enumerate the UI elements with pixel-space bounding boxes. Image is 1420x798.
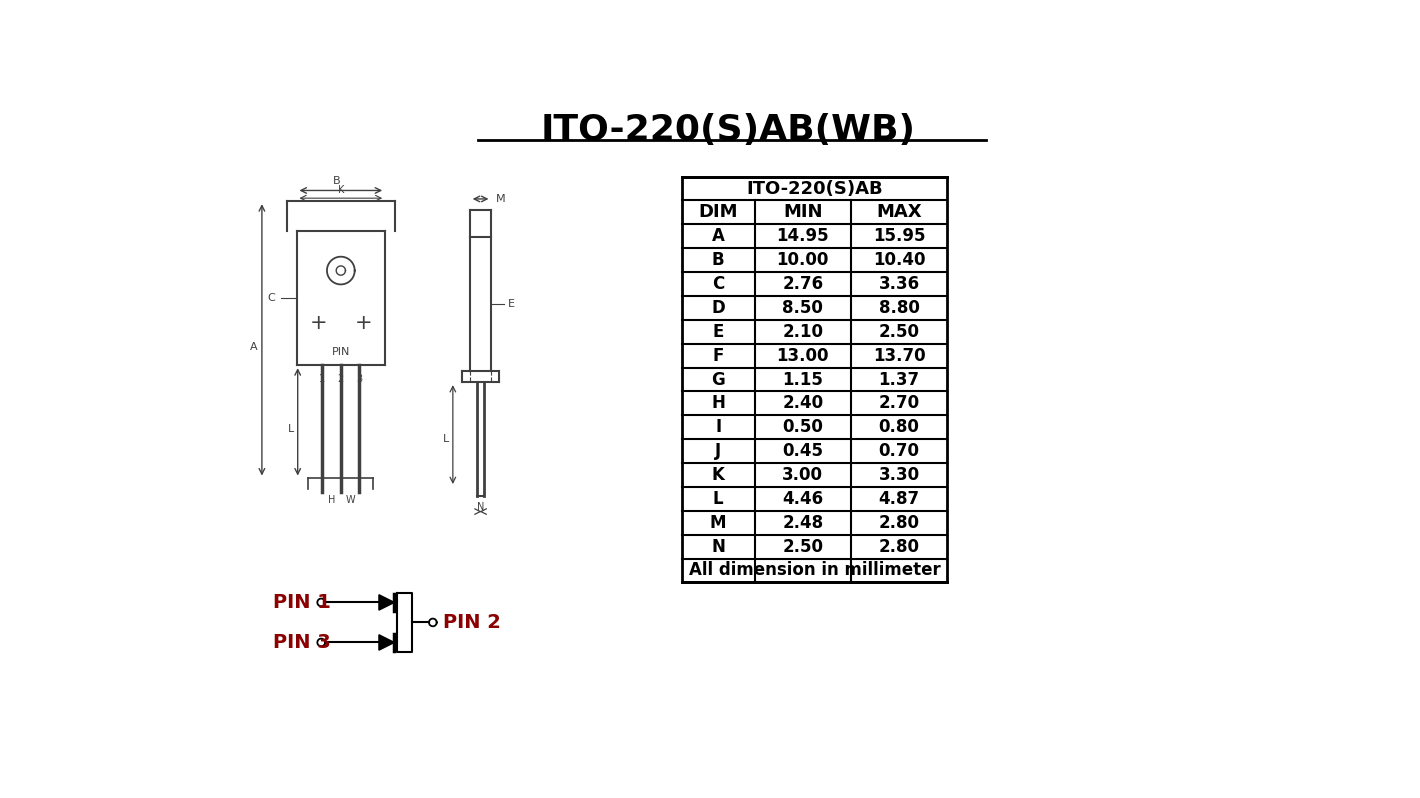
Text: PIN 1: PIN 1 bbox=[274, 593, 331, 612]
Text: 10.40: 10.40 bbox=[873, 251, 926, 269]
Text: 0.45: 0.45 bbox=[782, 442, 824, 460]
Text: N: N bbox=[711, 538, 726, 555]
Text: 0.50: 0.50 bbox=[782, 418, 824, 437]
Text: A: A bbox=[250, 342, 257, 352]
Text: F: F bbox=[713, 346, 724, 365]
Text: M: M bbox=[496, 194, 506, 204]
Polygon shape bbox=[379, 634, 395, 650]
Text: 2.50: 2.50 bbox=[879, 322, 920, 341]
Text: C: C bbox=[267, 293, 275, 303]
Text: DIM: DIM bbox=[699, 203, 738, 221]
Text: 0.70: 0.70 bbox=[879, 442, 920, 460]
Text: L: L bbox=[288, 424, 294, 434]
Text: E: E bbox=[508, 299, 515, 309]
Text: 10.00: 10.00 bbox=[777, 251, 829, 269]
Text: H: H bbox=[328, 496, 335, 505]
Text: 1: 1 bbox=[320, 374, 325, 385]
Text: 2.70: 2.70 bbox=[879, 394, 920, 413]
Text: N: N bbox=[477, 502, 484, 512]
Text: W: W bbox=[345, 496, 355, 505]
Text: 3.36: 3.36 bbox=[879, 275, 920, 293]
Text: 2.76: 2.76 bbox=[782, 275, 824, 293]
Text: PIN 2: PIN 2 bbox=[443, 613, 501, 632]
Text: 14.95: 14.95 bbox=[777, 227, 829, 245]
Text: 3.00: 3.00 bbox=[782, 466, 824, 484]
Text: 2.80: 2.80 bbox=[879, 538, 920, 555]
Text: 1.15: 1.15 bbox=[782, 370, 824, 389]
Text: MIN: MIN bbox=[782, 203, 822, 221]
Text: 13.70: 13.70 bbox=[873, 346, 926, 365]
Text: E: E bbox=[713, 322, 724, 341]
Text: 8.50: 8.50 bbox=[782, 299, 824, 317]
Text: G: G bbox=[711, 370, 726, 389]
Text: 4.87: 4.87 bbox=[879, 490, 920, 508]
Text: ITO-220(S)AB: ITO-220(S)AB bbox=[746, 180, 883, 198]
Text: K: K bbox=[711, 466, 724, 484]
Text: 15.95: 15.95 bbox=[873, 227, 926, 245]
Text: 2.40: 2.40 bbox=[782, 394, 824, 413]
Text: 3.30: 3.30 bbox=[879, 466, 920, 484]
Text: All dimension in millimeter: All dimension in millimeter bbox=[689, 562, 940, 579]
Text: PIN 3: PIN 3 bbox=[274, 633, 331, 652]
Text: PIN: PIN bbox=[332, 347, 349, 358]
Text: H: H bbox=[711, 394, 726, 413]
Text: 4.46: 4.46 bbox=[782, 490, 824, 508]
Text: L: L bbox=[443, 434, 449, 444]
Text: J: J bbox=[716, 442, 721, 460]
Text: 1.37: 1.37 bbox=[879, 370, 920, 389]
Text: +: + bbox=[310, 313, 327, 333]
Text: MAX: MAX bbox=[876, 203, 922, 221]
Text: 0.80: 0.80 bbox=[879, 418, 920, 437]
Text: 2.80: 2.80 bbox=[879, 514, 920, 531]
Text: B: B bbox=[711, 251, 724, 269]
Polygon shape bbox=[379, 595, 395, 610]
Text: B: B bbox=[334, 176, 341, 186]
Text: 3: 3 bbox=[356, 374, 362, 385]
Text: D: D bbox=[711, 299, 726, 317]
Text: I: I bbox=[716, 418, 721, 437]
Text: +: + bbox=[355, 313, 372, 333]
Text: 2.10: 2.10 bbox=[782, 322, 824, 341]
Text: 13.00: 13.00 bbox=[777, 346, 829, 365]
Text: ITO-220(S)AB(WB): ITO-220(S)AB(WB) bbox=[540, 113, 916, 148]
Text: 2: 2 bbox=[338, 374, 344, 385]
Text: 2.48: 2.48 bbox=[782, 514, 824, 531]
Text: 2.50: 2.50 bbox=[782, 538, 824, 555]
Text: 8.80: 8.80 bbox=[879, 299, 920, 317]
Text: K: K bbox=[338, 185, 344, 195]
Text: L: L bbox=[713, 490, 723, 508]
Text: A: A bbox=[711, 227, 724, 245]
Text: C: C bbox=[711, 275, 724, 293]
Text: M: M bbox=[710, 514, 727, 531]
Bar bbox=[682, 176, 947, 583]
